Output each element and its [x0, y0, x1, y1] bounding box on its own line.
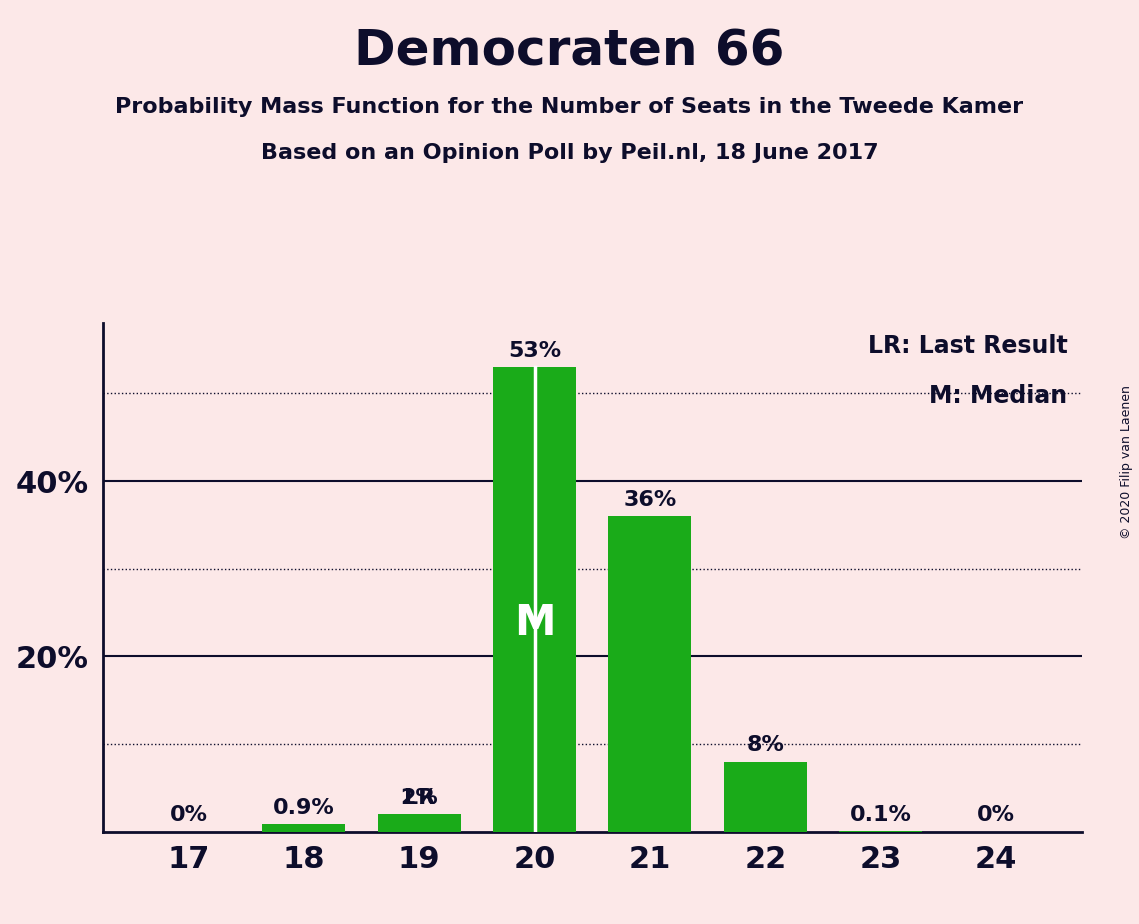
Text: 0%: 0% [170, 806, 207, 825]
Bar [608, 517, 691, 832]
Text: Probability Mass Function for the Number of Seats in the Tweede Kamer: Probability Mass Function for the Number… [115, 97, 1024, 117]
Text: LR: LR [403, 788, 435, 808]
Bar [378, 814, 461, 832]
Text: © 2020 Filip van Laenen: © 2020 Filip van Laenen [1121, 385, 1133, 539]
Text: LR: Last Result: LR: Last Result [868, 334, 1067, 358]
Bar [723, 761, 806, 832]
Text: 8%: 8% [746, 736, 785, 756]
Text: Based on an Opinion Poll by Peil.nl, 18 June 2017: Based on an Opinion Poll by Peil.nl, 18 … [261, 143, 878, 164]
Bar [493, 367, 576, 832]
Bar [262, 823, 345, 832]
Text: 0.9%: 0.9% [273, 797, 335, 818]
Text: 36%: 36% [623, 490, 677, 510]
Text: M: M [514, 602, 556, 644]
Text: 0%: 0% [977, 806, 1015, 825]
Text: 0.1%: 0.1% [850, 805, 911, 824]
Text: 53%: 53% [508, 341, 562, 361]
Text: Democraten 66: Democraten 66 [354, 28, 785, 76]
Text: M: Median: M: Median [929, 384, 1067, 408]
Text: 2%: 2% [401, 788, 439, 808]
